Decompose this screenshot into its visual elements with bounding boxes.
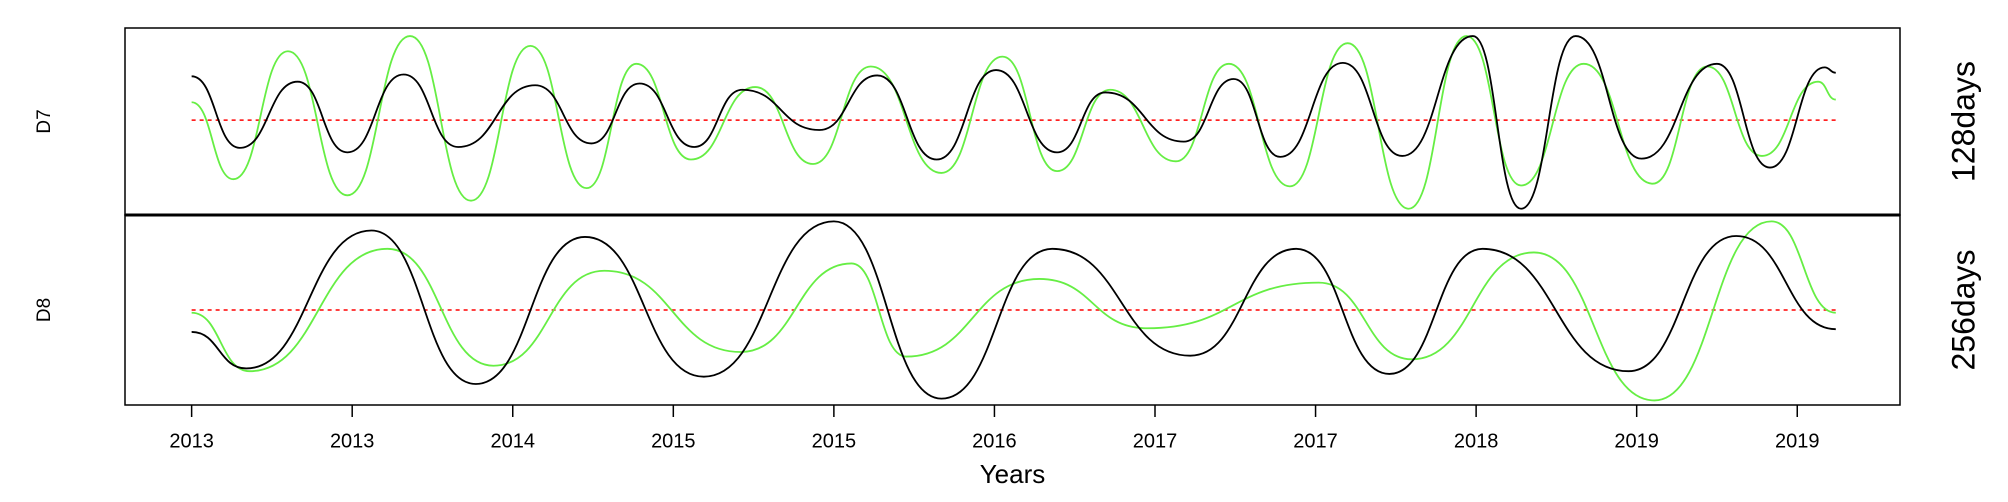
x-axis-title: Years	[980, 459, 1046, 489]
panel-label: D7	[34, 109, 55, 133]
x-tick-label: 2015	[812, 430, 857, 452]
panel-frame	[124, 27, 1901, 216]
x-tick-label: 2019	[1614, 430, 1659, 452]
x-tick-label: 2017	[1133, 430, 1178, 452]
x-tick-label: 2013	[330, 430, 375, 452]
x-tick-label: 2015	[651, 430, 696, 452]
series-line	[191, 35, 1836, 210]
x-tick-label: 2013	[169, 430, 214, 452]
scale-label: 256days	[1945, 250, 1981, 371]
series-line	[191, 220, 1836, 400]
x-tick-label: 2016	[972, 430, 1017, 452]
series-line	[191, 220, 1836, 402]
x-tick-label: 2014	[491, 430, 536, 452]
x-tick-label: 2018	[1454, 430, 1499, 452]
x-tick-label: 2017	[1293, 430, 1338, 452]
panel-label: D8	[34, 298, 55, 322]
x-tick-label: 2019	[1775, 430, 1820, 452]
scale-label: 128days	[1945, 61, 1981, 182]
series-line	[191, 35, 1836, 210]
